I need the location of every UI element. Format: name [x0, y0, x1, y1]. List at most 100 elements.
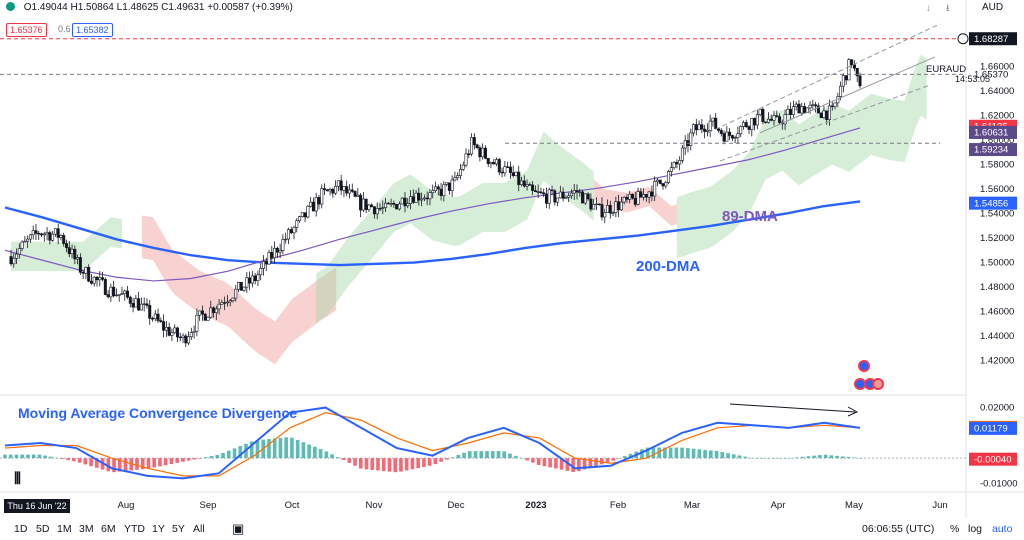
histogram-bar — [806, 456, 811, 459]
histogram-bar — [37, 454, 42, 459]
histogram-bar — [605, 458, 610, 463]
tf-3m[interactable]: 3M — [79, 523, 94, 535]
candle-down — [789, 108, 793, 115]
histogram-bar — [140, 458, 145, 470]
macd-line — [4, 406, 861, 480]
bid-price[interactable]: 1.65376 — [6, 23, 47, 37]
histogram-bar — [169, 458, 174, 465]
candle-up — [292, 227, 296, 234]
histogram-bar — [709, 450, 713, 459]
candles — [9, 58, 862, 347]
candle-down — [730, 135, 734, 139]
tf-5y[interactable]: 5Y — [172, 523, 185, 535]
histogram-bar — [783, 458, 788, 459]
histogram-bar — [840, 456, 845, 459]
candle-down — [223, 302, 227, 304]
candle-up — [783, 114, 787, 125]
candle-down — [575, 190, 579, 193]
candle-down — [200, 310, 204, 315]
candle-up — [70, 248, 74, 255]
histogram-bar — [467, 451, 472, 459]
candle-up — [320, 188, 324, 205]
date-range-icon[interactable]: ▣ — [232, 521, 245, 536]
candle-down — [73, 248, 77, 260]
histogram-bar — [399, 458, 403, 472]
signal-line — [4, 412, 861, 477]
candle-down — [483, 147, 487, 159]
tf-1d[interactable]: 1D — [14, 523, 28, 535]
tf-6m[interactable]: 6M — [101, 523, 116, 535]
ask-price[interactable]: 1.65382 — [72, 23, 113, 37]
candle-up — [547, 189, 551, 204]
candle-down — [253, 275, 257, 282]
histogram-bar — [3, 454, 7, 459]
tf-1y[interactable]: 1Y — [152, 523, 165, 535]
candle-up — [680, 147, 684, 161]
candle-up — [433, 186, 437, 191]
candle-down — [531, 184, 535, 191]
price-badge-text: 1.60631 — [974, 128, 1008, 139]
candle-up — [286, 229, 290, 240]
tf-all[interactable]: All — [193, 523, 205, 535]
candle-down — [675, 162, 679, 165]
candle-up — [281, 239, 285, 251]
tradingview-logo[interactable]: ⦀ — [14, 471, 22, 488]
histogram-bar — [422, 458, 426, 467]
clock[interactable]: 06:06:55 (UTC) — [862, 523, 935, 535]
price-tick-label: 1.60000 — [980, 135, 1014, 146]
cloud-segment — [141, 215, 337, 365]
histogram-bar — [221, 452, 225, 459]
candle-down — [506, 166, 510, 168]
ma200-line — [4, 200, 861, 267]
candle-down — [372, 206, 376, 215]
histogram-bar — [789, 457, 793, 459]
price-badge — [969, 143, 1017, 157]
tf-5d[interactable]: 5D — [36, 523, 50, 535]
auto-toggle[interactable]: auto — [992, 523, 1013, 535]
candle-down — [87, 267, 91, 282]
price-tick-label: 1.42000 — [980, 356, 1014, 367]
histogram-bar — [66, 458, 70, 461]
candle-up — [755, 114, 759, 126]
histogram-bar — [473, 451, 478, 459]
histogram-bar — [479, 451, 484, 459]
currency-label[interactable]: AUD — [982, 2, 1004, 13]
candle-up — [456, 175, 460, 178]
candle-down — [753, 118, 757, 126]
histogram-bar — [295, 439, 300, 459]
candle-down — [536, 191, 540, 193]
candle-up — [23, 240, 27, 243]
candle-down — [67, 247, 71, 255]
percent-toggle[interactable]: % — [950, 523, 960, 535]
histogram-bar — [427, 458, 432, 466]
tf-1m[interactable]: 1M — [57, 523, 72, 535]
candle-up — [237, 281, 241, 290]
candle-down — [703, 128, 707, 132]
histogram-bar — [416, 458, 420, 469]
histogram-bar — [347, 458, 352, 463]
candle-up — [384, 202, 388, 208]
candle-up — [603, 212, 607, 218]
macd-tick-label: -0.01000 — [980, 478, 1018, 489]
histogram-bar — [777, 458, 782, 459]
candle-up — [520, 180, 524, 185]
candle-down — [395, 204, 399, 210]
tf-ytd[interactable]: YTD — [124, 523, 145, 535]
candle-down — [37, 232, 41, 235]
candle-down — [89, 280, 93, 284]
candle-up — [841, 75, 845, 87]
candle-up — [17, 248, 21, 255]
candle-down — [797, 103, 801, 114]
candle-up — [611, 212, 615, 214]
histogram-bar — [754, 458, 759, 459]
candle-down — [34, 230, 38, 234]
log-toggle[interactable]: log — [968, 523, 983, 535]
candle-down — [700, 124, 704, 130]
candle-up — [833, 102, 837, 108]
candle-up — [12, 257, 16, 265]
candle-up — [470, 137, 474, 155]
candle-up — [705, 130, 709, 132]
histogram-bar — [376, 458, 380, 471]
histogram-bar — [301, 442, 306, 459]
